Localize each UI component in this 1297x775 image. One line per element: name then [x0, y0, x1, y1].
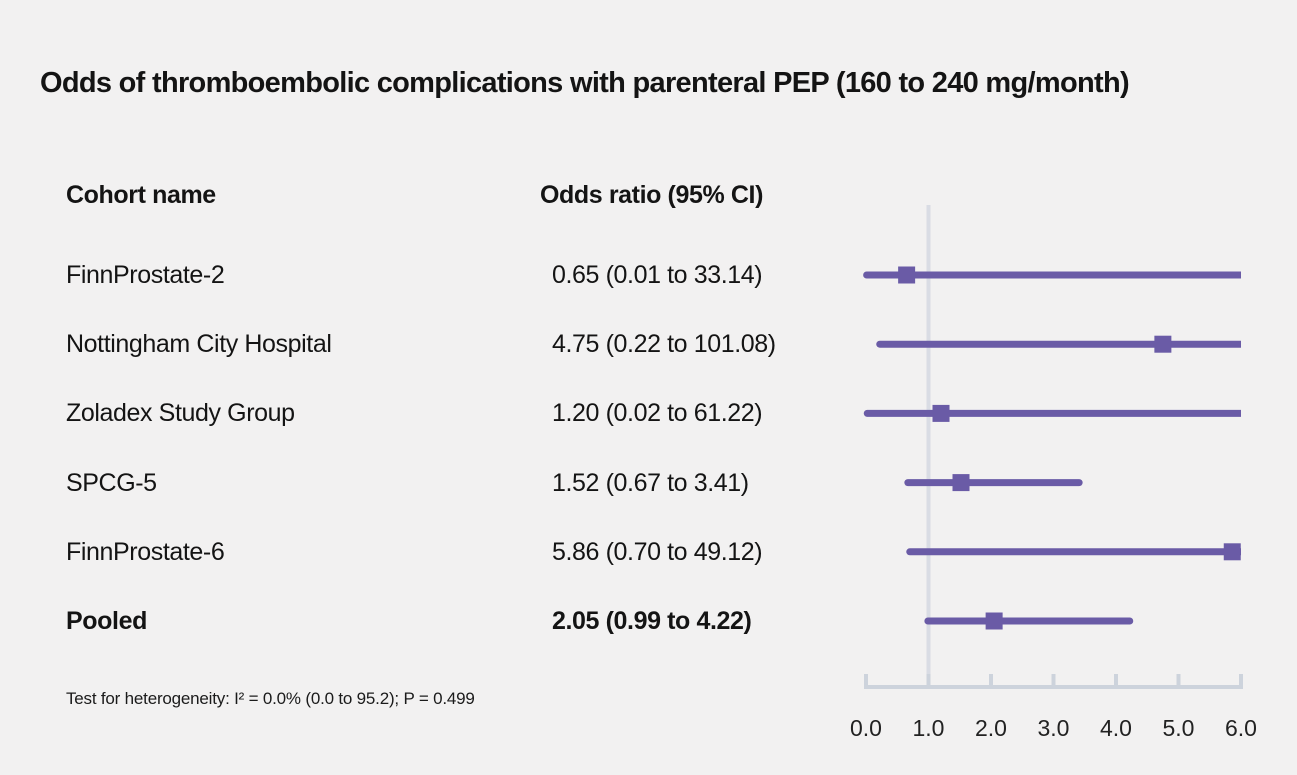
heterogeneity-footnote: Test for heterogeneity: I² = 0.0% (0.0 t…	[66, 689, 475, 708]
cohort-name: Pooled	[66, 607, 147, 635]
or-marker	[932, 404, 950, 422]
odds-ratio-value: 4.75 (0.22 to 101.08)	[552, 330, 776, 359]
table-row: Zoladex Study Group 1.20 (0.02 to 61.22)	[0, 398, 860, 428]
x-axis-tick-label: 3.0	[1038, 715, 1070, 741]
column-header-cohort-name: Cohort name	[66, 181, 216, 209]
or-marker	[898, 266, 916, 284]
x-axis-tick-label: 6.0	[1225, 715, 1257, 741]
x-axis-tick-label: 1.0	[913, 715, 945, 741]
odds-ratio-value: 1.20 (0.02 to 61.22)	[552, 399, 763, 428]
odds-ratio-value: 0.65 (0.01 to 33.14)	[552, 261, 763, 289]
cohort-name: SPCG-5	[66, 468, 157, 497]
x-axis-tick-label: 4.0	[1100, 715, 1132, 741]
x-axis-tick-label: 0.0	[850, 715, 882, 741]
column-header-odds-ratio: Odds ratio (95% CI)	[540, 181, 763, 209]
x-axis-tick-label: 2.0	[975, 715, 1007, 741]
odds-ratio-value: 2.05 (0.99 to 4.22)	[552, 607, 752, 635]
forest-plot-svg: 0.0 1.0 2.0 3.0 4.0 5.0 6.0	[850, 205, 1257, 741]
table-row: SPCG-5 1.52 (0.67 to 3.41)	[0, 468, 860, 498]
odds-ratio-value: 5.86 (0.70 to 49.12)	[552, 537, 763, 566]
cohort-name: Nottingham City Hospital	[66, 330, 332, 359]
or-marker	[985, 612, 1003, 630]
cohort-name: FinnProstate-6	[66, 537, 225, 566]
table-row: FinnProstate-2 0.65 (0.01 to 33.14)	[0, 260, 860, 290]
x-axis-tick-label: 5.0	[1163, 715, 1195, 741]
cohort-name: Zoladex Study Group	[66, 399, 295, 428]
table-row: Pooled 2.05 (0.99 to 4.22)	[0, 606, 860, 636]
table-row: FinnProstate-6 5.86 (0.70 to 49.12)	[0, 537, 860, 567]
or-marker	[1154, 335, 1172, 353]
or-marker	[1223, 543, 1241, 561]
odds-ratio-value: 1.52 (0.67 to 3.41)	[552, 468, 749, 497]
cohort-name: FinnProstate-2	[66, 261, 225, 289]
or-marker	[952, 474, 970, 492]
table-row: Nottingham City Hospital 4.75 (0.22 to 10…	[0, 329, 860, 359]
chart-title: Odds of thromboembolic complications wit…	[40, 67, 1130, 99]
